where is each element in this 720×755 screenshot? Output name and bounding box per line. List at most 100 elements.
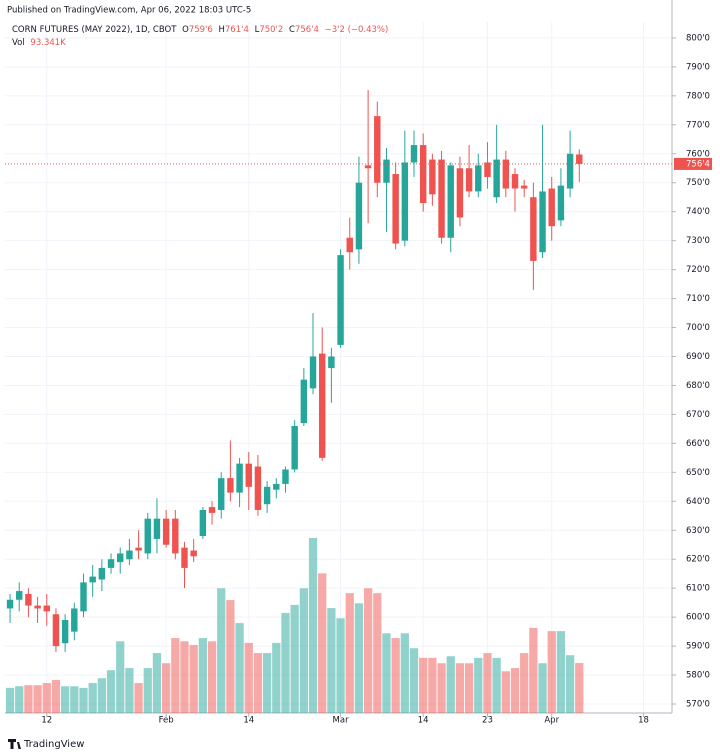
candle-body [254,466,262,510]
volume-bar [345,593,354,713]
volume-bar [262,653,272,713]
candle-body [401,162,409,241]
candle-body [392,174,399,244]
volume-bar [373,593,382,713]
x-tick-label: 23 [482,716,493,726]
y-tick-label: 750'0 [686,178,710,188]
volume-bar [61,686,70,713]
volume-bar [180,641,189,713]
x-tick-label: Feb [159,716,174,726]
y-tick-label: 640'0 [686,497,710,507]
last-price-label: 756'4 [686,159,710,169]
volume-bar [327,608,336,713]
volume-bar [5,687,15,713]
volume-bar [198,638,207,713]
candle-body [117,553,124,563]
x-tick-label: 14 [243,716,254,726]
x-tick-label: Apr [544,716,559,726]
volume-bar [244,642,253,713]
x-tick-label: 12 [41,716,52,726]
volume-bar [446,656,455,713]
candle-body [172,518,179,554]
volume-bar [336,618,345,713]
candle-body [566,153,574,189]
volume-bar [318,573,327,713]
volume-bar [88,683,97,713]
candle-body [217,478,225,510]
volume-bar [363,588,373,713]
volume-bar [538,663,547,713]
volume-bar [510,668,520,713]
y-tick-label: 620'0 [686,555,710,565]
candle-body [520,185,528,189]
volume-bar [575,663,584,713]
volume-bar [400,633,409,713]
candle-body [181,547,188,568]
volume-bar [253,653,263,713]
candle-body [291,426,298,470]
volume-bar [70,686,79,713]
candle-body [300,379,308,424]
volume-bar [409,648,419,713]
volume-bar [143,668,152,713]
candle-body [43,605,50,612]
candle-body [502,159,510,189]
logo-mark [8,739,21,749]
candle-body [364,165,372,169]
candle-body [328,356,335,369]
ohlc-key: O [182,25,189,35]
ohlc-key: C [289,25,295,35]
y-tick-label: 680'0 [686,381,710,391]
y-tick-label: 800'0 [686,33,710,43]
candle-body [80,582,87,612]
candle-body [98,567,106,580]
volume-bar [125,668,134,713]
volume-bar [290,604,299,713]
volume-bar [15,686,24,713]
volume-bar [161,663,171,713]
y-tick-label: 670'0 [686,410,710,420]
candle-body [484,162,491,177]
volume-bar [419,657,428,713]
volume-bar [474,657,483,713]
candle-body [548,188,555,227]
volume-bar [483,653,492,713]
y-tick-label: 690'0 [686,352,710,362]
volume-bar [171,638,180,713]
volume-bar [226,600,235,713]
logo: TradingView [8,739,84,750]
candle-body [162,518,170,545]
candle-body [16,591,23,600]
candle-body [429,159,436,195]
candle-body [34,605,41,609]
ohlc-key: H [218,25,224,35]
y-tick-label: 700'0 [686,323,710,333]
candle-body [383,159,390,183]
x-tick-label: 14 [418,716,429,726]
footer-brand: TradingView [23,739,84,750]
y-tick-label: 740'0 [686,207,710,217]
y-tick-label: 720'0 [686,265,710,275]
ohlc-value: 761'4 [225,25,249,35]
candle-body [6,599,14,609]
volume-bar [235,623,244,713]
volume-bar [116,641,125,713]
volume-bar [42,683,51,713]
candle-body [465,168,473,192]
volume-key: Vol [12,38,25,48]
volume-bar [272,642,281,713]
candle-body [135,547,142,551]
volume-bar [428,657,437,713]
candle-body [208,507,216,513]
y-tick-label: 610'0 [686,584,710,594]
y-tick-label: 650'0 [686,468,710,478]
volume-value: 93.341K [30,38,66,48]
volume-bar [529,627,538,713]
y-tick-label: 580'0 [686,671,710,681]
y-tick-label: 570'0 [686,700,710,710]
volume-bar [97,678,106,713]
volume-bar [382,633,391,713]
candle-body [153,518,161,539]
ohlc-value: 750'2 [259,25,283,35]
y-tick-label: 660'0 [686,439,710,449]
